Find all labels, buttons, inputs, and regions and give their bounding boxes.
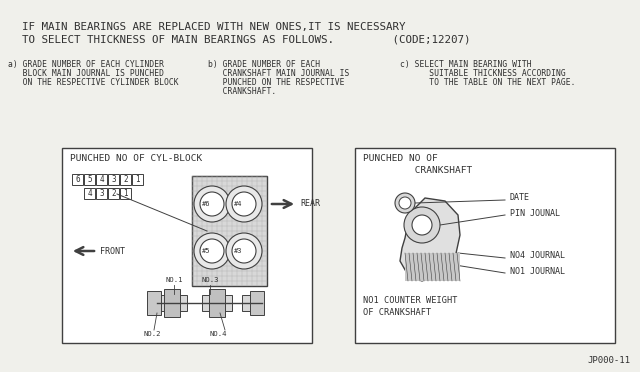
Circle shape [194,186,230,222]
Text: PIN JOUNAL: PIN JOUNAL [510,208,560,218]
Bar [164,289,180,317]
Bar [355,148,615,343]
Text: NO1 JOURNAL: NO1 JOURNAL [510,266,565,276]
Bar [96,188,107,199]
Text: 2: 2 [111,189,116,198]
Text: 4: 4 [87,189,92,198]
Bar [108,188,119,199]
Text: PUNCHED ON THE RESPECTIVE: PUNCHED ON THE RESPECTIVE [208,78,344,87]
Text: SUITABLE THICKNESS ACCORDING: SUITABLE THICKNESS ACCORDING [400,69,566,78]
Circle shape [232,239,256,263]
Circle shape [226,233,262,269]
Text: NO.2: NO.2 [144,331,161,337]
Bar [84,174,95,185]
Circle shape [404,207,440,243]
Text: 4: 4 [99,175,104,184]
Text: #4: #4 [234,201,243,207]
Bar [209,289,225,317]
Bar [72,174,83,185]
Bar [192,176,267,286]
Bar [84,188,95,199]
Text: OF CRANKSHAFT: OF CRANKSHAFT [363,308,431,317]
Text: CRANKSHAFT.: CRANKSHAFT. [208,87,276,96]
Bar [242,295,252,311]
Bar [108,174,119,185]
Text: 5: 5 [87,175,92,184]
Text: DATE: DATE [510,193,530,202]
Text: PUNCHED NO OF CYL-BLOCK: PUNCHED NO OF CYL-BLOCK [70,154,202,163]
Text: NO1 COUNTER WEIGHT: NO1 COUNTER WEIGHT [363,296,458,305]
Bar [250,291,264,315]
Text: CRANKSHAFT MAIN JOURNAL IS: CRANKSHAFT MAIN JOURNAL IS [208,69,349,78]
Polygon shape [400,198,460,281]
Text: REAR: REAR [300,199,320,208]
Circle shape [395,193,415,213]
Text: CRANKSHAFT: CRANKSHAFT [363,166,472,175]
Text: TO SELECT THICKNESS OF MAIN BEARINGS AS FOLLOWS.         (CODE;12207): TO SELECT THICKNESS OF MAIN BEARINGS AS … [22,35,470,45]
Circle shape [232,192,256,216]
Text: #5: #5 [202,248,211,254]
Text: NO.3: NO.3 [201,277,219,283]
Text: NO.1: NO.1 [165,277,183,283]
Text: 6: 6 [75,175,80,184]
Text: NO4 JOURNAL: NO4 JOURNAL [510,251,565,260]
Text: c) SELECT MAIN BEARING WITH: c) SELECT MAIN BEARING WITH [400,60,532,69]
Text: PUNCHED NO OF: PUNCHED NO OF [363,154,438,163]
Text: NO.4: NO.4 [210,331,227,337]
Circle shape [399,197,411,209]
Text: ON THE RESPECTIVE CYLINDER BLOCK: ON THE RESPECTIVE CYLINDER BLOCK [8,78,179,87]
Bar [62,148,312,343]
Bar [157,295,167,311]
Bar [177,295,187,311]
Text: FRONT: FRONT [100,247,125,256]
Text: #3: #3 [234,248,243,254]
Bar [132,174,143,185]
Bar [120,188,131,199]
Circle shape [226,186,262,222]
Text: #6: #6 [202,201,211,207]
Bar [202,295,212,311]
Circle shape [200,239,224,263]
Circle shape [412,215,432,235]
Bar [405,253,460,281]
Text: b) GRADE NUMBER OF EACH: b) GRADE NUMBER OF EACH [208,60,320,69]
Text: a) GRADE NUMBER OF EACH CYLINDER: a) GRADE NUMBER OF EACH CYLINDER [8,60,164,69]
Bar [96,174,107,185]
Text: BLOCK MAIN JOURNAL IS PUNCHED: BLOCK MAIN JOURNAL IS PUNCHED [8,69,164,78]
Text: 2: 2 [123,175,128,184]
Text: TO THE TABLE ON THE NEXT PAGE.: TO THE TABLE ON THE NEXT PAGE. [400,78,575,87]
Bar [120,174,131,185]
Bar [222,295,232,311]
Bar [147,291,161,315]
Text: 1: 1 [123,189,128,198]
Text: JP000-11: JP000-11 [587,356,630,365]
Text: 1: 1 [135,175,140,184]
Text: 3: 3 [99,189,104,198]
Circle shape [200,192,224,216]
Text: 3: 3 [111,175,116,184]
Circle shape [194,233,230,269]
Text: IF MAIN BEARINGS ARE REPLACED WITH NEW ONES,IT IS NECESSARY: IF MAIN BEARINGS ARE REPLACED WITH NEW O… [22,22,406,32]
